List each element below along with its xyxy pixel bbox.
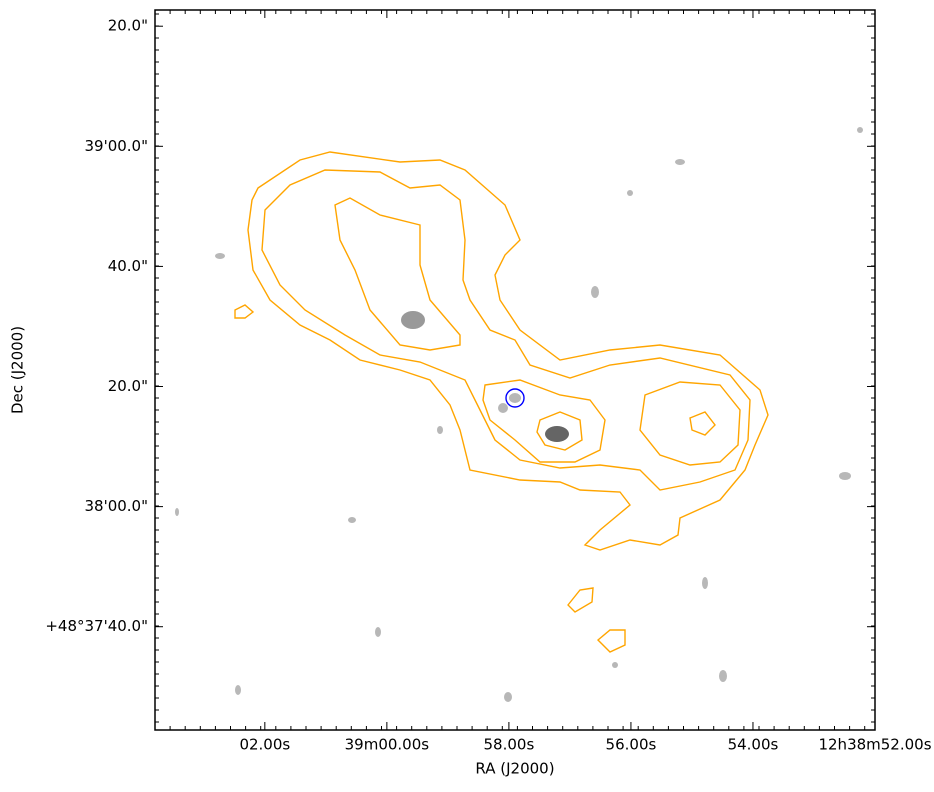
x-axis-label: RA (J2000) (475, 760, 554, 778)
y-tick-label: 20.0" (108, 17, 148, 35)
x-tick-label: 12h38m52.00s (818, 736, 931, 754)
x-tick-label: 56.00s (606, 736, 657, 754)
contour (247, 151, 769, 551)
contour (482, 379, 606, 463)
contour (334, 197, 461, 351)
y-axis-label: Dec (J2000) (9, 326, 27, 414)
x-tick-label: 54.00s (728, 736, 779, 754)
contour (567, 587, 594, 613)
position-marker (505, 388, 525, 408)
contour (261, 169, 751, 491)
x-tick-label: 39m00.00s (345, 736, 430, 754)
contour (689, 411, 716, 436)
y-tick-label: +48°37'40.0" (45, 617, 148, 635)
y-tick-label: 40.0" (108, 257, 148, 275)
y-tick-label: 38'00.0" (84, 497, 148, 515)
x-tick-label: 02.00s (239, 736, 290, 754)
sky-image (175, 127, 863, 702)
contour (234, 304, 255, 319)
contours (234, 151, 769, 653)
contour (536, 411, 583, 451)
y-tick-label: 20.0" (108, 377, 148, 395)
y-tick-label: 39'00.0" (84, 137, 148, 155)
x-tick-label: 58.00s (484, 736, 535, 754)
contour (596, 629, 626, 653)
plot-frame (154, 9, 876, 731)
contour (639, 381, 741, 466)
